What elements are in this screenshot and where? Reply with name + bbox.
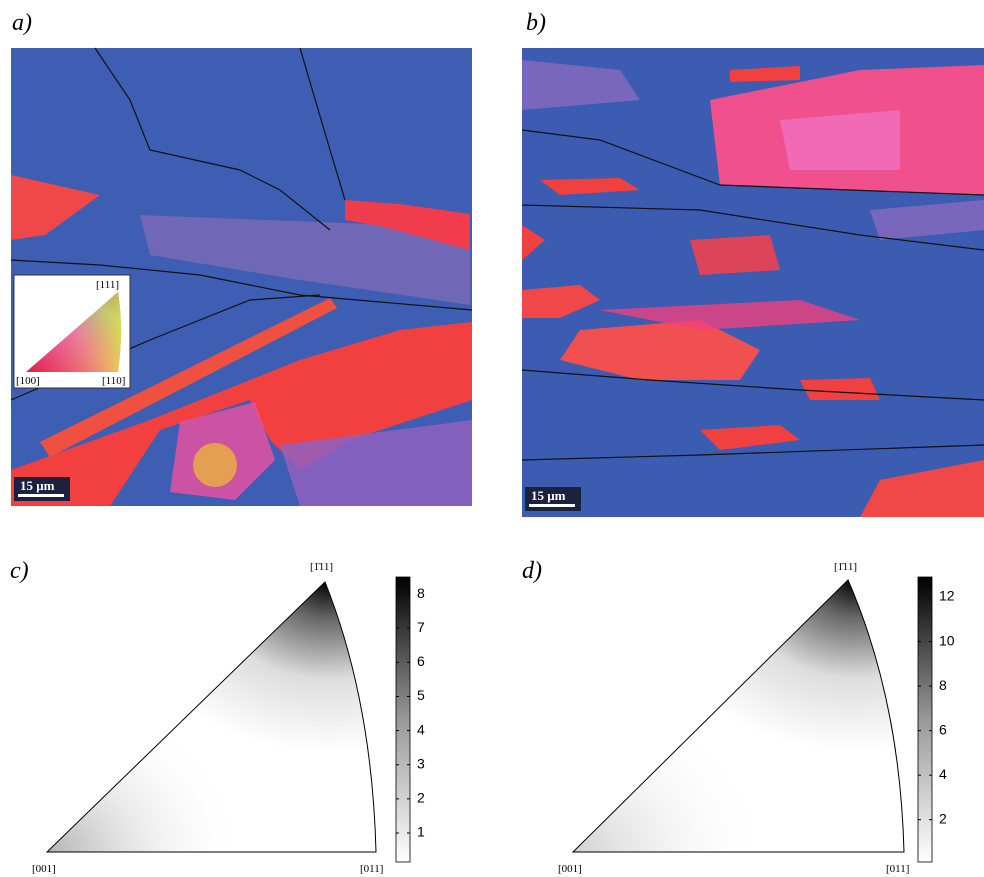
pole-figure-d: [1̄11] [001] [011]	[558, 561, 909, 875]
colorbar-tick-label: 8	[939, 677, 947, 693]
colorbar-tick-label: 8	[417, 585, 425, 601]
scale-bar: 15 μm	[525, 487, 581, 511]
corner-label: [001]	[32, 863, 56, 875]
key-label: [111]	[96, 279, 119, 291]
colorbar-tick-label: 2	[417, 790, 425, 806]
panel-label: a)	[12, 10, 32, 36]
colorbar-tick-label: 10	[939, 632, 955, 648]
colorbar-tick-label: 5	[417, 687, 425, 703]
panel-label: b)	[526, 10, 546, 36]
corner-label: [1̄11]	[834, 561, 857, 573]
panel-label: d)	[522, 558, 542, 584]
scale-bar: 15 μm	[14, 477, 70, 501]
colorbar-tick-label: 3	[417, 755, 425, 771]
key-label: [100]	[16, 375, 40, 387]
key-label: [110]	[102, 375, 125, 387]
colorbar-tick-label: 7	[417, 619, 425, 635]
colorbar-tick-label: 4	[939, 766, 947, 782]
scale-bar-label: 15 μm	[531, 488, 566, 503]
colorbar-tick-label: 12	[939, 588, 955, 604]
ebsd-map-b	[522, 48, 984, 517]
colorbar-tick-label: 2	[939, 810, 947, 826]
colorbar	[396, 577, 410, 862]
color-key: [111] [100] [110]	[14, 275, 130, 388]
scale-bar-label: 15 μm	[20, 478, 55, 493]
colorbar-tick-label: 6	[939, 721, 947, 737]
colorbar-tick-label: 1	[417, 824, 425, 840]
panel-label: c)	[10, 558, 29, 584]
corner-label: [011]	[360, 863, 383, 875]
corner-label: [001]	[558, 863, 582, 875]
pole-figure-c: [1̄11] [001] [011]	[32, 561, 383, 875]
figure: [111] [100] [110] 15 μm a) 15 μm b)	[0, 0, 984, 877]
corner-label: [011]	[886, 863, 909, 875]
corner-label: [1̄11]	[310, 561, 333, 573]
colorbar-tick-label: 6	[417, 653, 425, 669]
colorbar-tick-label: 4	[417, 721, 425, 737]
